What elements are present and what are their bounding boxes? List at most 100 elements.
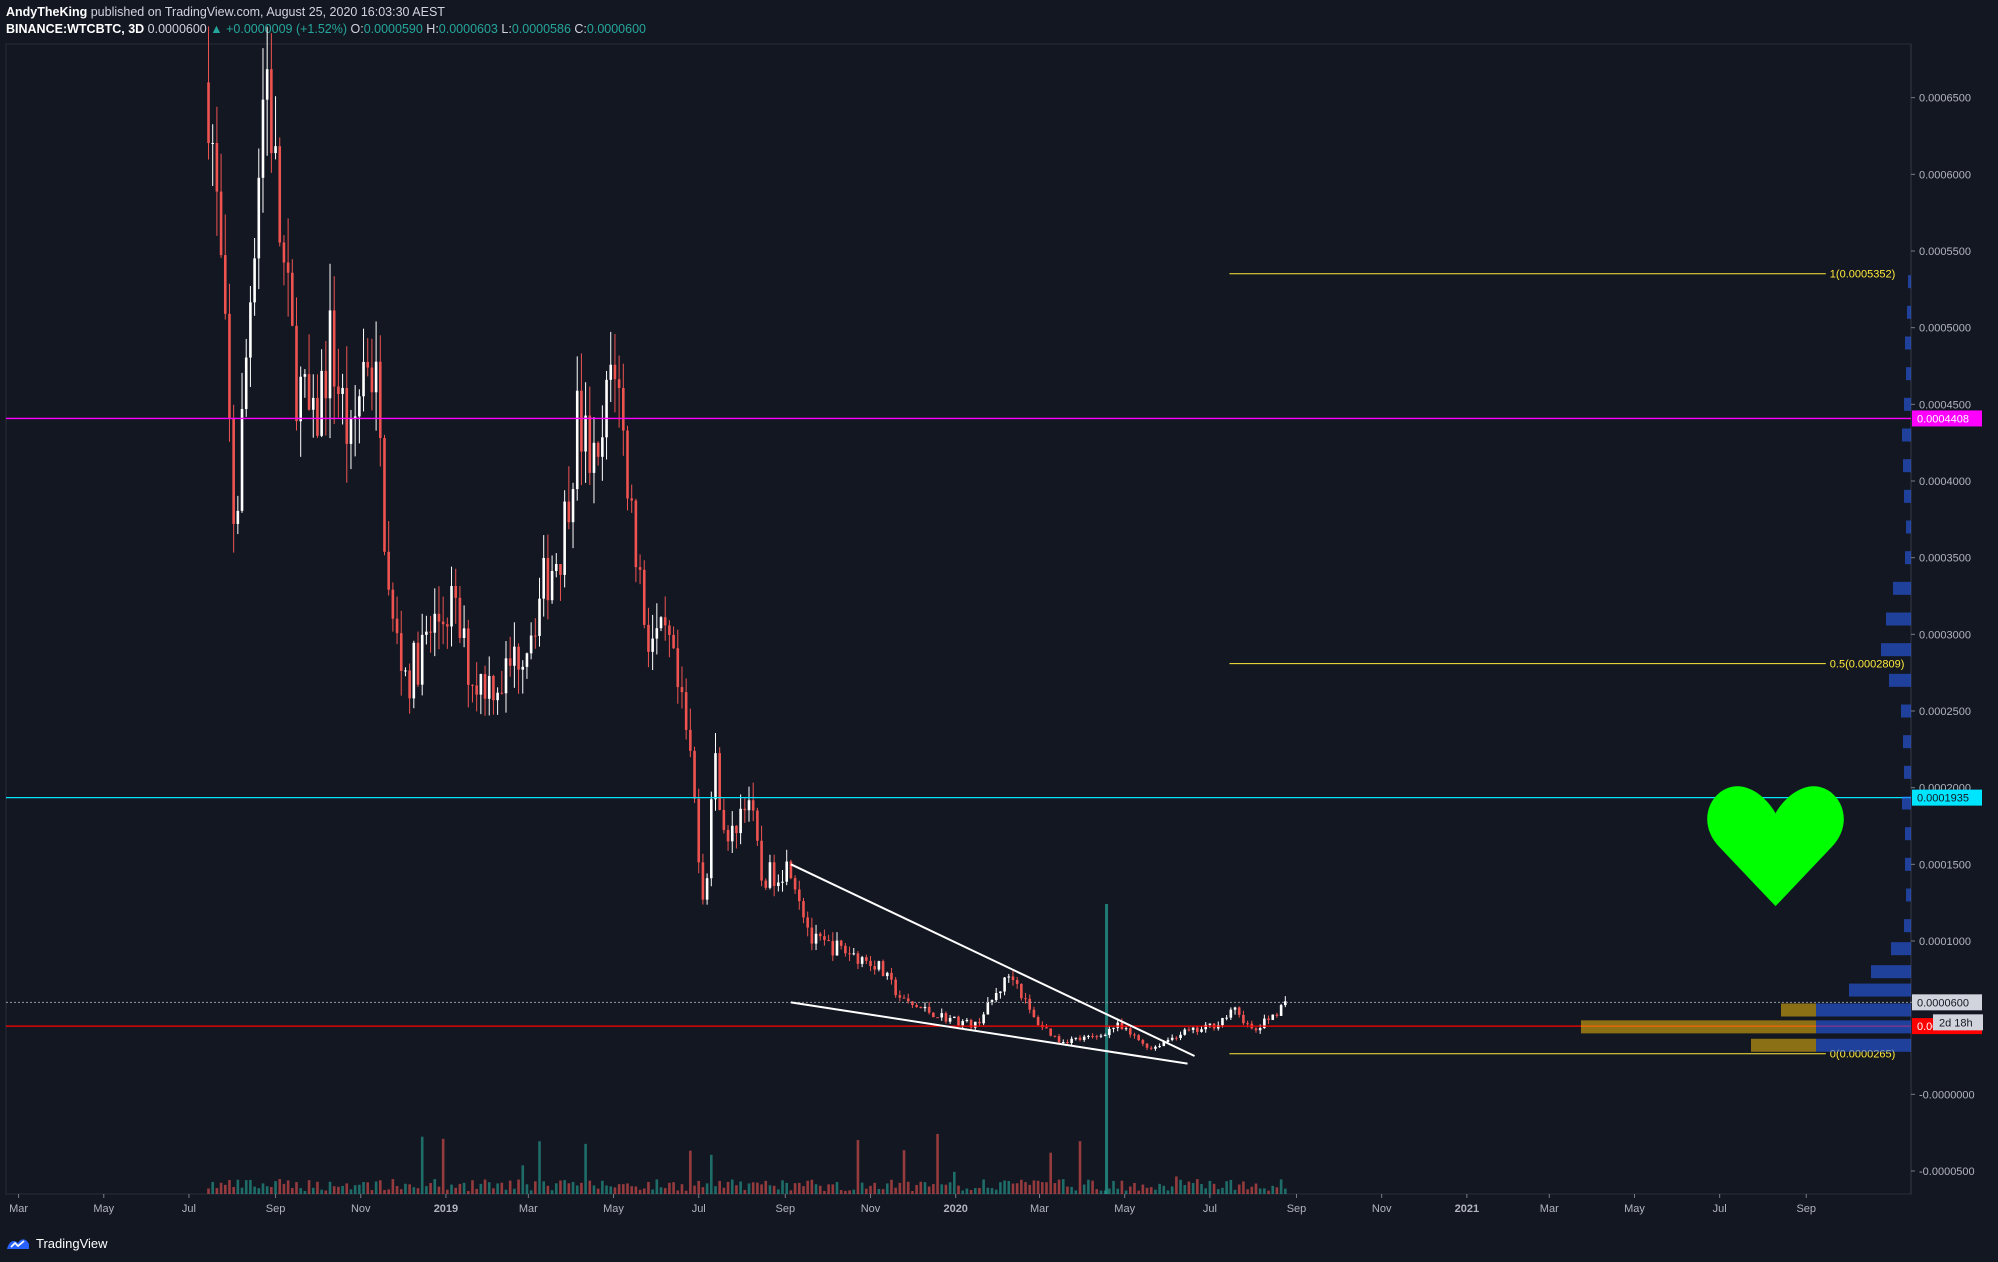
volume-bar <box>1208 1180 1212 1194</box>
volume-profile-bar <box>1906 520 1911 534</box>
candle-body <box>953 1016 956 1018</box>
high-value: 0.0000603 <box>438 22 498 36</box>
volume-profile-bar <box>1906 367 1911 381</box>
volume-bar <box>1087 1179 1090 1194</box>
volume-bar <box>689 1150 692 1194</box>
candle-body <box>718 753 721 810</box>
candle-body <box>676 648 680 688</box>
candle-body <box>1267 1018 1270 1020</box>
candle-body <box>1003 977 1006 992</box>
candle-body <box>475 685 478 695</box>
falling-wedge-lines[interactable] <box>790 863 1195 1065</box>
volume-bar <box>362 1181 365 1194</box>
candle-body <box>496 692 499 701</box>
volume-bar <box>391 1179 395 1194</box>
candle-body <box>1175 1037 1178 1039</box>
candle-body <box>391 589 395 619</box>
candle-body <box>797 889 801 902</box>
fibonacci-retracement[interactable]: 1(0.0005352)0.5(0.0002809)0(0.0000265) <box>1229 269 1904 1061</box>
volume-bar <box>1204 1188 1208 1194</box>
volume-bar <box>940 1184 944 1194</box>
volume-bar <box>1229 1179 1233 1194</box>
candle-body <box>1032 1009 1036 1018</box>
volume-profile-bar <box>1904 397 1911 411</box>
candle-body <box>793 878 797 890</box>
candle-body <box>986 1001 990 1015</box>
volume-bar <box>404 1183 407 1194</box>
candle-body <box>827 939 830 941</box>
candle-body <box>902 997 906 999</box>
candle-body <box>420 634 424 685</box>
candle-body <box>709 799 713 879</box>
candle-body <box>412 642 416 699</box>
volume-bar <box>705 1183 709 1194</box>
volume-bar <box>1066 1186 1069 1194</box>
volume-bar <box>1187 1181 1191 1194</box>
author-name[interactable]: AndyTheKing <box>6 5 88 19</box>
candle-body <box>818 933 822 937</box>
candle-body <box>856 953 860 964</box>
volume-bar <box>969 1190 973 1194</box>
candle-body <box>1082 1036 1086 1040</box>
footer-brand[interactable]: TradingView <box>36 1235 108 1251</box>
time-tick-label: 2019 <box>434 1203 458 1215</box>
volume-bar <box>228 1180 231 1194</box>
symbol-label[interactable]: BINANCE:WTCBTC, 3D <box>6 22 145 36</box>
candle-body <box>705 878 709 900</box>
fib-level-label: 0.5(0.0002809) <box>1830 659 1905 671</box>
volume-bar <box>848 1190 851 1194</box>
candle-body <box>1279 1005 1283 1016</box>
candle-body <box>735 825 738 834</box>
candle-body <box>265 69 269 100</box>
volume-bar <box>483 1179 487 1194</box>
candle-body <box>1229 1009 1233 1018</box>
volume-bar <box>303 1190 307 1194</box>
volume-bar <box>919 1181 923 1194</box>
candle-body <box>563 501 566 575</box>
price-tick-label: 0.0005500 <box>1919 246 1971 258</box>
candle-body <box>1284 1001 1287 1006</box>
volume-bar <box>1183 1185 1187 1194</box>
volume-bar <box>852 1189 856 1194</box>
volume-bar <box>915 1185 918 1194</box>
tradingview-logo-icon[interactable] <box>6 1235 30 1251</box>
volume-profile-bar <box>1904 765 1911 779</box>
candle-body <box>278 146 282 243</box>
wedge-trendline[interactable] <box>790 863 1195 1057</box>
volume-bar <box>651 1189 654 1194</box>
low-label: L: <box>501 22 512 36</box>
wedge-trendline[interactable] <box>790 1001 1188 1065</box>
volume-bar <box>358 1184 361 1194</box>
candle-body <box>1020 983 1023 999</box>
volume-bar <box>1015 1183 1019 1194</box>
time-axis[interactable]: Mar May Jul Sep Nov 2019 Mar May Jul Sep Nov 2020 Ma… <box>9 1194 1816 1215</box>
volume-bar <box>810 1179 814 1194</box>
candle-body <box>479 674 483 695</box>
candle-body <box>483 674 487 699</box>
volume-bar <box>1045 1182 1048 1194</box>
candle-body <box>1208 1023 1212 1025</box>
candle-body <box>1162 1041 1166 1047</box>
volume-bar <box>622 1184 625 1194</box>
volume-bar <box>580 1182 583 1194</box>
volume-bar <box>797 1182 801 1194</box>
volume-bar <box>982 1179 985 1194</box>
volume-bar <box>823 1190 826 1194</box>
candle-body <box>529 635 533 654</box>
volume-bar <box>1200 1183 1203 1194</box>
candle-body <box>353 416 357 419</box>
volume-bar <box>471 1180 474 1194</box>
candle-body <box>865 957 868 961</box>
volume-bar <box>1128 1186 1132 1194</box>
volume-bar <box>542 1181 546 1194</box>
volume-bar <box>1020 1179 1023 1194</box>
volume-bar <box>1250 1186 1254 1194</box>
candle-body <box>299 376 302 422</box>
volume-profile-bar <box>1906 888 1911 902</box>
volume-bar <box>513 1188 516 1194</box>
price-tick-label: 0.0003000 <box>1919 629 1971 641</box>
volume-bar <box>529 1190 533 1194</box>
candle-body <box>487 675 491 699</box>
volume-bar <box>793 1183 797 1194</box>
